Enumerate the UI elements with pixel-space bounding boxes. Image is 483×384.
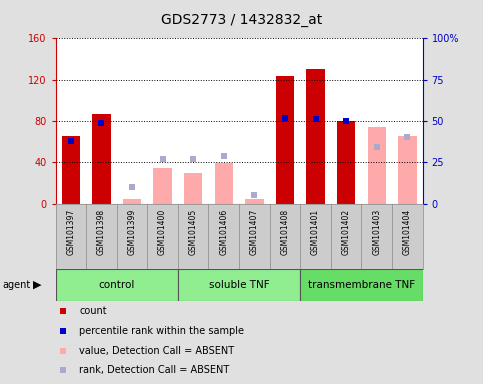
FancyBboxPatch shape (178, 270, 300, 301)
Text: GSM101404: GSM101404 (403, 209, 412, 255)
Text: GSM101408: GSM101408 (281, 209, 289, 255)
Bar (184, 172, 202, 204)
Bar (337, 121, 355, 204)
Text: GSM101400: GSM101400 (158, 209, 167, 255)
Text: GSM101405: GSM101405 (189, 209, 198, 255)
Text: control: control (99, 280, 135, 290)
Bar (154, 169, 172, 204)
Text: GSM101406: GSM101406 (219, 209, 228, 255)
Text: percentile rank within the sample: percentile rank within the sample (79, 326, 244, 336)
Text: GSM101398: GSM101398 (97, 209, 106, 255)
FancyBboxPatch shape (56, 270, 178, 301)
Text: GDS2773 / 1432832_at: GDS2773 / 1432832_at (161, 13, 322, 27)
FancyBboxPatch shape (300, 270, 423, 301)
Text: count: count (79, 306, 107, 316)
Bar (92, 114, 111, 204)
Text: value, Detection Call = ABSENT: value, Detection Call = ABSENT (79, 346, 235, 356)
Bar (245, 199, 264, 204)
Text: transmembrane TNF: transmembrane TNF (308, 280, 415, 290)
Bar (398, 136, 416, 204)
Text: GSM101399: GSM101399 (128, 209, 137, 255)
Bar (368, 127, 386, 204)
Text: agent: agent (2, 280, 30, 290)
Text: GSM101402: GSM101402 (341, 209, 351, 255)
Bar (123, 199, 141, 204)
Bar (214, 163, 233, 204)
Text: GSM101407: GSM101407 (250, 209, 259, 255)
Text: GSM101397: GSM101397 (66, 209, 75, 255)
Bar (306, 70, 325, 204)
Text: ▶: ▶ (33, 280, 42, 290)
Text: GSM101401: GSM101401 (311, 209, 320, 255)
Bar (62, 136, 80, 204)
Text: rank, Detection Call = ABSENT: rank, Detection Call = ABSENT (79, 365, 229, 375)
Bar (276, 76, 294, 204)
Text: GSM101403: GSM101403 (372, 209, 381, 255)
Text: soluble TNF: soluble TNF (209, 280, 270, 290)
